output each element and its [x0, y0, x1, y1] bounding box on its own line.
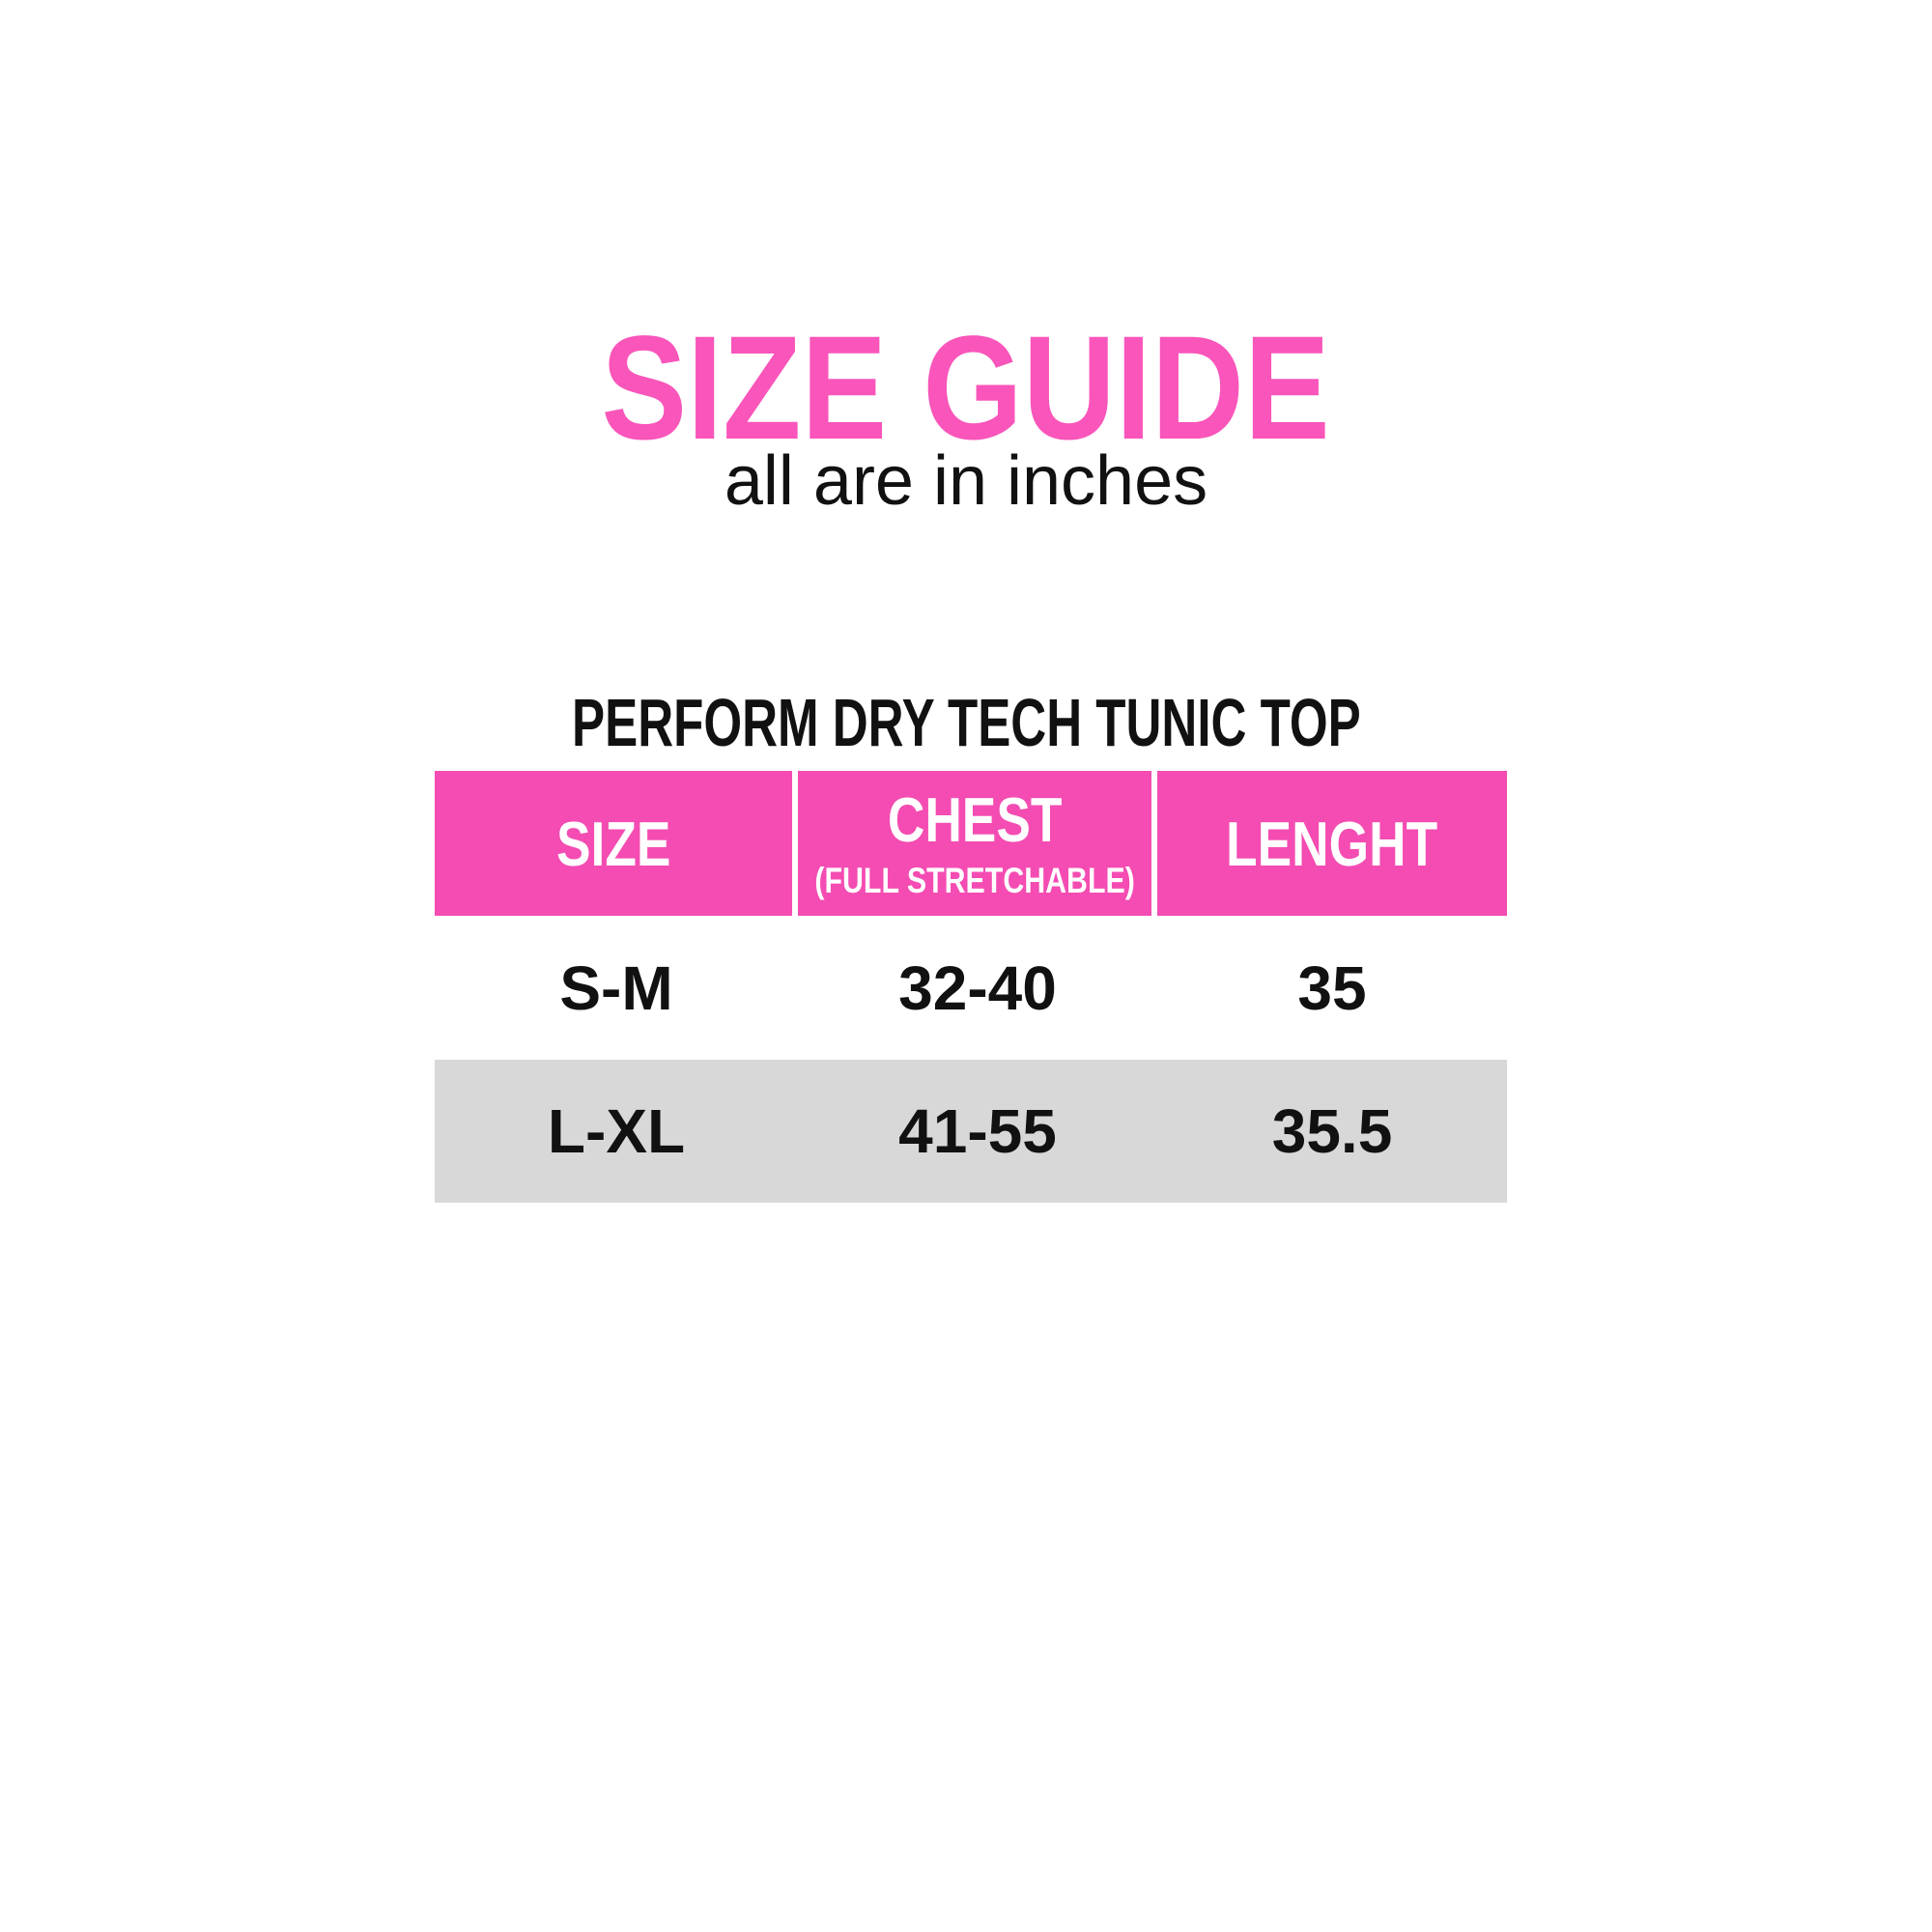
- page-subtitle-text: all are in inches: [724, 442, 1208, 520]
- cell-sm-size: S-M: [435, 916, 798, 1060]
- cell-lxl-chest-text: 41-55: [898, 1096, 1057, 1166]
- cell-sm-length-text: 35: [1297, 952, 1367, 1023]
- size-table: SIZE CHEST (FULL STRETCHABLE) LENGHT S-M…: [435, 771, 1507, 1203]
- cell-sm-chest-text: 32-40: [898, 952, 1057, 1023]
- cell-lxl-chest: 41-55: [798, 1060, 1157, 1203]
- page-title: SIZE GUIDE: [0, 314, 1932, 462]
- table-row-sm: S-M 32-40 35: [435, 916, 1507, 1060]
- product-title-text: PERFORM DRY TECH TUNIC TOP: [571, 685, 1361, 760]
- cell-sm-size-text: S-M: [559, 952, 673, 1023]
- header-cell-size: SIZE: [435, 771, 798, 916]
- header-size-label: SIZE: [555, 808, 671, 879]
- page-title-text: SIZE GUIDE: [601, 305, 1331, 470]
- cell-sm-chest: 32-40: [798, 916, 1157, 1060]
- header-cell-chest: CHEST (FULL STRETCHABLE): [798, 771, 1157, 916]
- page-subtitle: all are in inches: [0, 446, 1932, 516]
- product-title: PERFORM DRY TECH TUNIC TOP: [0, 689, 1932, 756]
- table-row-lxl: L-XL 41-55 35.5: [435, 1060, 1507, 1203]
- cell-lxl-size-text: L-XL: [547, 1096, 686, 1166]
- cell-lxl-size: L-XL: [435, 1060, 798, 1203]
- header-chest-label: CHEST: [887, 784, 1063, 855]
- table-header-row: SIZE CHEST (FULL STRETCHABLE) LENGHT: [435, 771, 1507, 916]
- cell-sm-length: 35: [1157, 916, 1507, 1060]
- header-chest-sublabel: (FULL STRETCHABLE): [814, 861, 1135, 900]
- cell-lxl-length: 35.5: [1157, 1060, 1507, 1203]
- cell-lxl-length-text: 35.5: [1271, 1096, 1393, 1166]
- header-length-label: LENGHT: [1226, 808, 1438, 879]
- header-cell-length: LENGHT: [1157, 771, 1507, 916]
